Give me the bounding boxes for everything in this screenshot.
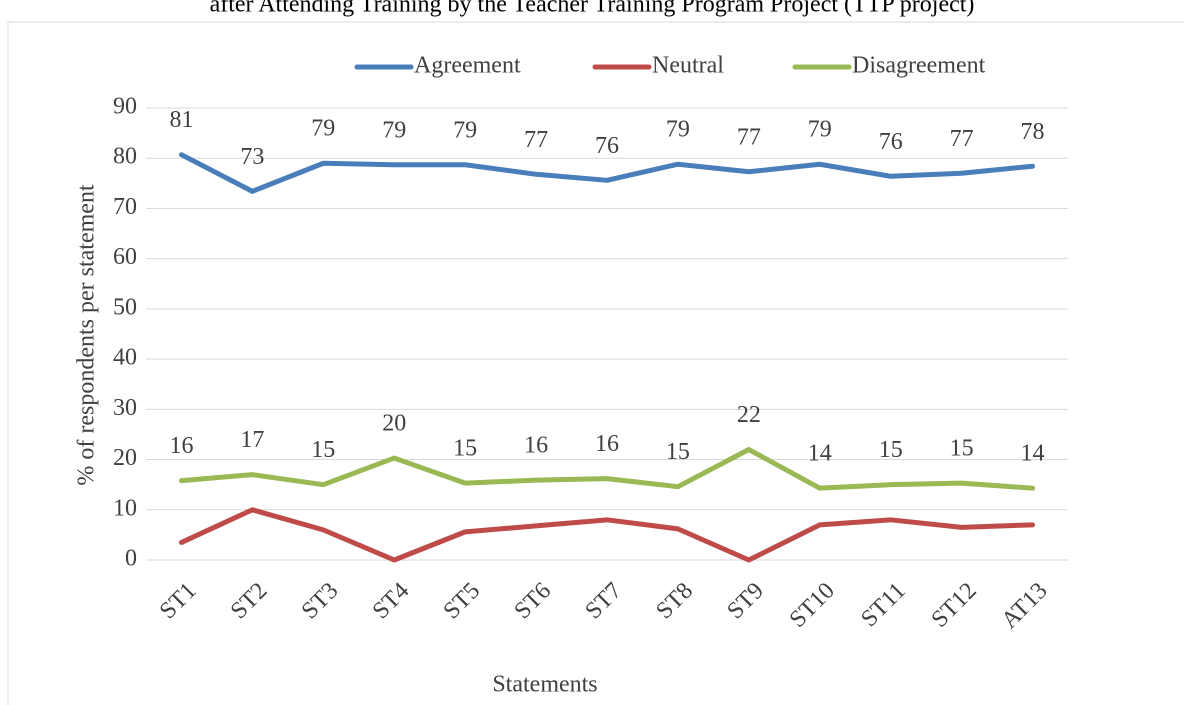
series-line (178, 507, 1036, 563)
data-label: 16 (524, 433, 548, 459)
data-label: 79 (453, 117, 477, 143)
data-label: 76 (595, 133, 619, 159)
x-tick-label: ST5 (439, 578, 486, 625)
y-tick-label: 30 (113, 395, 137, 421)
x-tick-label: ST8 (651, 578, 698, 625)
data-label: 14 (1021, 441, 1045, 467)
data-label: 17 (240, 427, 264, 453)
series-line (178, 152, 1036, 194)
data-label: 15 (666, 439, 690, 465)
data-label: 79 (666, 117, 690, 143)
y-tick-label: 0 (125, 546, 137, 572)
x-tick-label: ST11 (856, 578, 911, 633)
x-tick-label: ST9 (722, 578, 769, 625)
x-tick-label: ST4 (368, 578, 415, 625)
y-tick-label: 80 (113, 144, 137, 170)
data-label: 20 (382, 411, 406, 437)
x-tick-label: ST12 (927, 578, 982, 633)
x-tick-label: ST3 (297, 578, 344, 625)
chart-title: after Attending Training by the Teacher … (210, 0, 975, 18)
x-tick-label: ST2 (226, 578, 273, 625)
y-tick-label: 70 (113, 194, 137, 220)
data-label: 15 (311, 437, 335, 463)
x-axis-title: Statements (492, 672, 597, 698)
data-label: 73 (240, 144, 264, 170)
data-label: 79 (808, 117, 832, 143)
x-tick-label: ST1 (155, 578, 202, 625)
x-tick-label: ST6 (510, 578, 557, 625)
data-label: 15 (950, 436, 974, 462)
data-label: 79 (382, 117, 406, 143)
data-label: 79 (311, 116, 335, 142)
data-label: 77 (524, 127, 548, 153)
x-tick-label: ST10 (785, 578, 840, 633)
legend-label: Agreement (414, 53, 521, 79)
data-label: 15 (453, 436, 477, 462)
series-line (178, 447, 1036, 491)
data-label: 16 (595, 431, 619, 457)
x-tick-label: AT13 (997, 578, 1053, 634)
y-tick-label: 40 (113, 345, 137, 371)
data-label: 81 (169, 107, 193, 133)
data-label: 15 (879, 437, 903, 463)
data-label: 77 (737, 124, 761, 150)
y-tick-label: 50 (113, 294, 137, 320)
data-label: 77 (950, 126, 974, 152)
legend-label: Disagreement (852, 53, 986, 79)
x-tick-label: ST7 (580, 578, 627, 625)
data-label: 76 (879, 129, 903, 155)
y-tick-label: 60 (113, 244, 137, 270)
data-label: 14 (808, 441, 832, 467)
data-label: 78 (1021, 119, 1045, 145)
data-label: 16 (169, 433, 193, 459)
legend-label: Neutral (652, 53, 724, 79)
y-tick-label: 10 (113, 495, 137, 521)
data-label: 22 (737, 402, 761, 428)
y-axis-title: % of respondents per statement (74, 184, 100, 486)
y-tick-label: 90 (113, 94, 137, 120)
y-tick-label: 20 (113, 445, 137, 471)
